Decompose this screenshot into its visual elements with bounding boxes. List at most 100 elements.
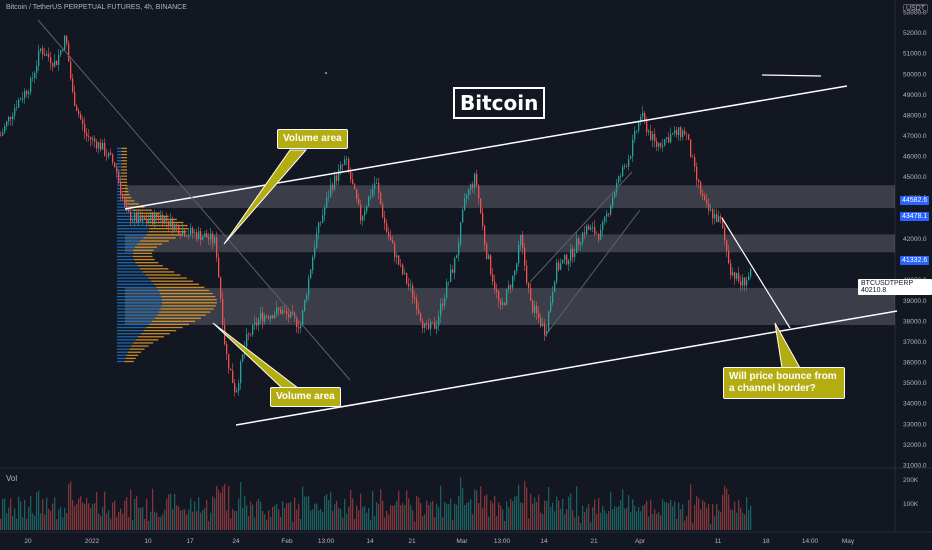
candle-body (282, 310, 284, 314)
vp-blue-19 (117, 302, 162, 304)
candle-body (488, 255, 490, 259)
y-tick-label: 42000.0 (903, 236, 927, 243)
volume-bar (376, 502, 378, 530)
volume-bar (196, 511, 198, 530)
candle-body (744, 277, 746, 286)
volume-bar (590, 522, 592, 530)
x-tick-label: 14:00 (802, 538, 819, 545)
volume-bar (132, 520, 134, 530)
volume-bar (256, 501, 258, 530)
candle-body (42, 48, 44, 55)
vp-blue-2 (117, 354, 127, 356)
volume-bar (398, 490, 400, 530)
currency-badge[interactable]: USDT (903, 4, 929, 13)
candle-body (78, 110, 80, 115)
candle-body (64, 35, 66, 51)
candle-body (98, 142, 100, 149)
volume-bar (348, 506, 350, 530)
vp-orange-41 (146, 234, 183, 236)
volume-bar (702, 500, 704, 530)
volume-bar (188, 509, 190, 530)
candle-body (670, 134, 672, 143)
candle-body (28, 92, 30, 95)
volume-bar (424, 514, 426, 530)
candle-body (184, 230, 186, 237)
volume-bar (192, 511, 194, 530)
volume-bar (368, 507, 370, 530)
candle-body (570, 248, 572, 261)
volume-bar (648, 516, 650, 530)
volume-bar (68, 483, 70, 530)
volume-bar (440, 485, 442, 530)
candle-body (18, 99, 20, 108)
candle-body (6, 121, 8, 127)
candle-body (44, 54, 46, 56)
candle-body (588, 225, 590, 230)
candle-body (218, 257, 220, 278)
candle-body (498, 291, 500, 301)
candle-body (208, 237, 210, 240)
volume-bar (246, 505, 248, 530)
volume-bar (170, 493, 172, 530)
volume-bar (662, 499, 664, 530)
candle-body (718, 216, 720, 223)
vp-orange-10 (143, 329, 177, 332)
vp-orange-62 (121, 169, 128, 171)
volume-bar (550, 507, 552, 530)
candle-body (72, 78, 74, 92)
volume-bar (362, 506, 364, 530)
callout-pointer-top (223, 149, 308, 245)
candle-body (574, 253, 576, 258)
candle-body (48, 53, 50, 58)
candle-body (134, 213, 136, 221)
candle-body (222, 298, 224, 326)
volume-bar (604, 510, 606, 530)
volume-bar (324, 496, 326, 530)
chart-header: Bitcoin / TetherUS PERPETUAL FUTURES, 4h… (6, 4, 187, 11)
candle-body (608, 213, 610, 215)
volume-bar (448, 504, 450, 530)
candle-body (700, 181, 702, 194)
volume-bar (242, 508, 244, 530)
candle-body (388, 231, 390, 237)
volume-bar (510, 498, 512, 530)
volume-bar (208, 521, 210, 530)
vp-orange-55 (122, 190, 129, 193)
vp-blue-30 (117, 268, 141, 270)
y-tick-label: 53000.0 (903, 10, 927, 17)
volume-bar (400, 505, 402, 530)
volume-bar (82, 502, 84, 530)
candle-body (368, 196, 370, 207)
candle-body (524, 247, 526, 266)
vp-blue-57 (117, 184, 122, 187)
candle-body (586, 225, 588, 234)
candle-body (496, 289, 498, 292)
volume-bar (698, 498, 700, 530)
volume-bar (262, 511, 264, 530)
candle-body (298, 327, 300, 329)
candle-body (160, 214, 162, 220)
vp-orange-54 (122, 194, 130, 196)
volume-bar (608, 511, 610, 530)
vp-blue-36 (117, 249, 134, 251)
volume-bar (218, 489, 220, 530)
candle-body (606, 213, 608, 217)
volume-bar (606, 513, 608, 530)
ticker-symbol: BTCUSDTPERP (861, 280, 914, 287)
volume-bar (62, 517, 64, 530)
volume-bar (186, 514, 188, 530)
volume-bar (70, 481, 72, 530)
candle-body (480, 198, 482, 213)
vp-blue-50 (117, 206, 130, 208)
volume-bar (10, 498, 12, 530)
candle-body (410, 285, 412, 287)
volume-bar (736, 512, 738, 530)
volume-bar (8, 507, 10, 530)
candle-body (240, 361, 242, 384)
volume-bar (16, 518, 18, 530)
vp-orange-34 (132, 255, 153, 258)
volume-bar (124, 500, 126, 530)
vp-orange-14 (154, 317, 201, 319)
volume-bar (652, 513, 654, 530)
